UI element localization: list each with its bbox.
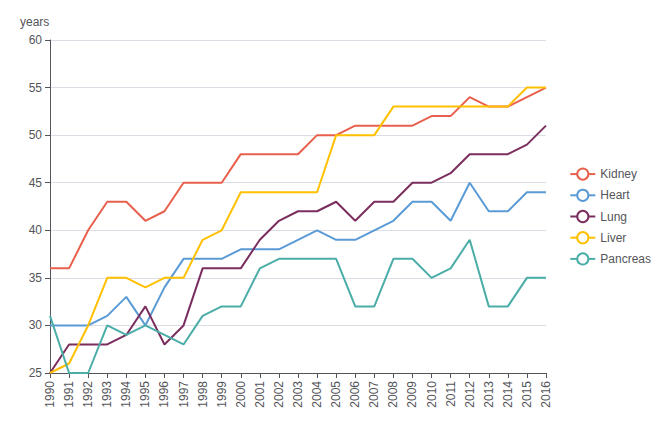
svg-text:50: 50: [29, 128, 43, 142]
svg-text:1993: 1993: [100, 381, 114, 408]
svg-text:2005: 2005: [329, 381, 343, 408]
svg-text:40: 40: [29, 223, 43, 237]
svg-text:2008: 2008: [386, 381, 400, 408]
svg-text:2003: 2003: [291, 381, 305, 408]
svg-text:Lung: Lung: [600, 210, 627, 224]
svg-text:Liver: Liver: [600, 231, 626, 245]
svg-text:35: 35: [29, 271, 43, 285]
svg-text:2014: 2014: [501, 381, 515, 408]
svg-text:Pancreas: Pancreas: [600, 252, 651, 266]
svg-text:30: 30: [29, 318, 43, 332]
svg-text:2012: 2012: [463, 381, 477, 408]
svg-text:Heart: Heart: [600, 188, 630, 202]
svg-text:Kidney: Kidney: [600, 167, 637, 181]
svg-text:1997: 1997: [177, 381, 191, 408]
svg-text:2010: 2010: [425, 381, 439, 408]
svg-text:2006: 2006: [348, 381, 362, 408]
svg-text:1992: 1992: [81, 381, 95, 408]
svg-text:2007: 2007: [367, 381, 381, 408]
svg-text:2016: 2016: [539, 381, 553, 408]
svg-text:1991: 1991: [62, 381, 76, 408]
svg-text:1994: 1994: [119, 381, 133, 408]
svg-text:55: 55: [29, 81, 43, 95]
svg-text:2009: 2009: [405, 381, 419, 408]
svg-text:45: 45: [29, 176, 43, 190]
svg-text:60: 60: [29, 33, 43, 47]
svg-text:2000: 2000: [234, 381, 248, 408]
svg-text:1996: 1996: [157, 381, 171, 408]
svg-text:2013: 2013: [482, 381, 496, 408]
svg-text:years: years: [20, 15, 49, 29]
svg-text:25: 25: [29, 366, 43, 380]
svg-text:2002: 2002: [272, 381, 286, 408]
svg-text:2011: 2011: [444, 381, 458, 407]
svg-text:1999: 1999: [215, 381, 229, 408]
svg-text:2001: 2001: [253, 381, 267, 408]
svg-text:1998: 1998: [196, 381, 210, 408]
svg-text:1995: 1995: [138, 381, 152, 408]
svg-text:2004: 2004: [310, 381, 324, 408]
svg-text:1990: 1990: [43, 381, 57, 408]
svg-text:2015: 2015: [520, 381, 534, 408]
